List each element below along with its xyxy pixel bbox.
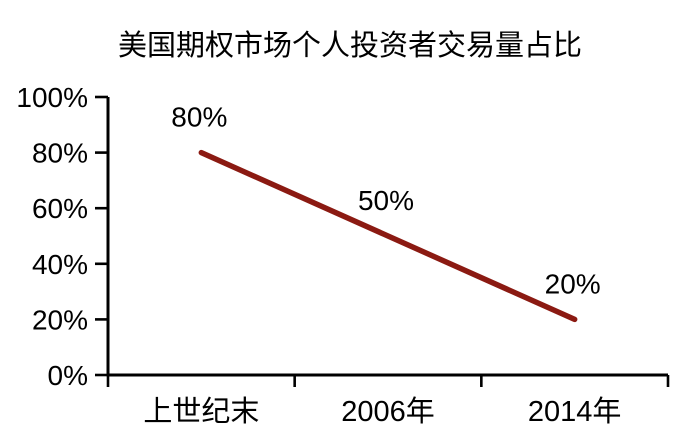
data-point-label: 80% <box>171 102 227 133</box>
y-tick-label: 60% <box>32 193 88 224</box>
y-tick-label: 40% <box>32 249 88 280</box>
y-tick-label: 20% <box>32 304 88 335</box>
x-category-label: 2006年 <box>341 395 435 428</box>
y-axis: 0% 20% 40% 60% 80% 100% <box>16 82 110 391</box>
data-line-group <box>198 149 578 323</box>
x-category-label: 上世纪末 <box>143 395 259 428</box>
y-tick-label: 80% <box>32 138 88 169</box>
data-labels-group: 80% 50% 20% <box>171 102 600 300</box>
x-category-label: 2014年 <box>528 395 622 428</box>
data-line <box>198 149 578 323</box>
data-point-label: 50% <box>358 185 414 216</box>
data-point-label: 20% <box>545 268 601 299</box>
x-axis: 上世纪末 2006年 2014年 <box>106 373 670 428</box>
chart-title: 美国期权市场个人投资者交易量占比 <box>117 30 582 62</box>
y-tick-label: 0% <box>48 360 88 391</box>
y-tick-label: 100% <box>16 82 88 113</box>
